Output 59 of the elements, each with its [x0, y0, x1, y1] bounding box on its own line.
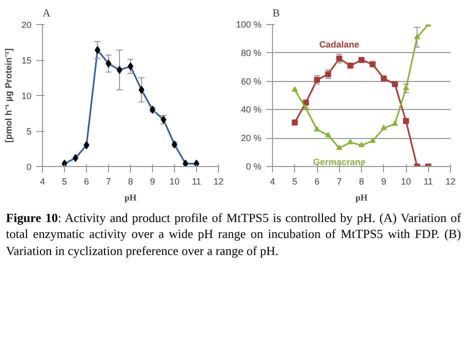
x-tick-label: 9: [150, 176, 156, 186]
chart-title: B: [272, 8, 280, 20]
series-label: Germacrane: [312, 157, 366, 168]
point: [403, 85, 409, 90]
y-tick-label: 15: [21, 56, 32, 66]
y-tick-label: 80 %: [240, 48, 262, 58]
y-tick-label: 20: [21, 20, 32, 30]
point: [358, 142, 364, 148]
x-axis-title: pH: [355, 192, 368, 202]
chart-title: A: [42, 8, 50, 20]
x-tick-label: 9: [381, 176, 386, 186]
point: [314, 76, 320, 83]
y-tick-label: 10: [21, 91, 32, 101]
x-tick-label: 6: [84, 176, 90, 186]
y-tick-label: 100 %: [236, 20, 262, 30]
y-axis-title: [pmol h⁻¹ µg Protein⁻¹]: [3, 48, 14, 143]
x-tick-label: 12: [213, 176, 224, 186]
x-axis-title: pH: [124, 192, 137, 202]
point: [292, 86, 298, 92]
point: [314, 126, 320, 132]
y-tick-label: 5: [26, 126, 32, 136]
y-tick-label: 40 %: [240, 104, 262, 115]
x-tick-label: 5: [292, 176, 298, 186]
point: [336, 144, 342, 150]
x-tick-label: 5: [62, 176, 68, 186]
point: [414, 34, 420, 40]
point: [292, 119, 298, 126]
point: [392, 81, 398, 88]
point: [347, 62, 354, 69]
point: [358, 57, 364, 63]
point: [347, 138, 354, 144]
y-tick-label: 20 %: [240, 133, 262, 144]
x-tick-label: 11: [424, 176, 433, 186]
point: [336, 56, 342, 62]
point: [392, 120, 398, 126]
x-tick-label: 12: [445, 176, 456, 186]
point: [370, 61, 376, 68]
point: [380, 75, 387, 82]
x-tick-label: 4: [270, 176, 276, 186]
point: [325, 71, 332, 78]
caption: Figure 10: Activity and product profile of MtTPS5 is controlled by pH. (A) Variation of total enzymatic activity over a wide pH range on incubation of MtTPS5 with FDP. (B) Variation in cyclization preference over a range of pH.: [6, 210, 461, 259]
x-tick-label: 11: [192, 176, 202, 186]
point: [302, 104, 309, 110]
point: [325, 132, 332, 138]
y-tick-label: 0: [26, 162, 32, 172]
x-tick-label: 10: [169, 176, 180, 186]
x-tick-label: 7: [336, 176, 342, 186]
series-label: Cadalane: [319, 40, 360, 50]
point: [403, 118, 409, 124]
x-tick-label: 6: [314, 176, 320, 186]
x-tick-label: 4: [40, 176, 46, 186]
x-tick-label: 8: [358, 176, 364, 186]
point: [380, 124, 387, 130]
x-tick-label: 10: [400, 176, 412, 186]
y-tick-label: 0 %: [246, 162, 262, 172]
x-tick-label: 8: [128, 176, 134, 186]
x-tick-label: 7: [106, 176, 112, 186]
y-tick-label: 60 %: [240, 76, 262, 86]
point: [370, 138, 376, 143]
